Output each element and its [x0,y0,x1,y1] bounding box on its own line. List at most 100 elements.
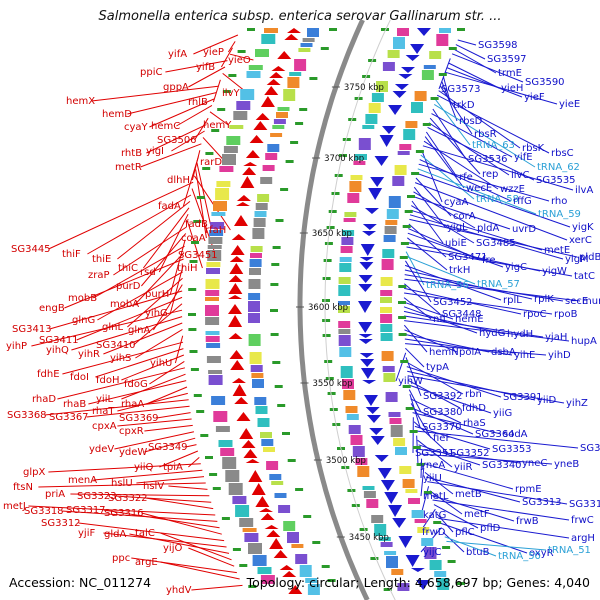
gene-label-reverse: typA [426,362,449,373]
gene-arrow [251,483,266,495]
feature-block [457,28,465,31]
feature-block [205,279,220,289]
callout-line [438,90,521,149]
gene-label-reverse: SG3590 [525,77,565,88]
gene-arrow [358,284,373,292]
feature-block [382,366,395,372]
gene-label-forward: fadA [158,201,181,212]
gene-arrow [232,384,247,396]
gene-label-forward: argE [135,557,158,568]
gene-label-reverse: yiiG [493,408,512,419]
gene-label-reverse: metB [455,489,482,500]
callout-line [417,439,453,468]
feature-block [392,176,405,186]
gene-label-reverse: yneC [522,458,547,469]
feature-block [254,397,267,405]
feature-block [188,313,196,316]
callout-line [417,168,537,215]
callout-line [431,494,515,522]
feature-block [257,418,270,427]
feature-block [209,230,224,236]
feature-block [339,263,352,272]
gene-label-forward: fdoH [96,375,120,386]
gene-label-forward: hslV [143,481,164,492]
gene-label-reverse: yihW [398,376,423,387]
feature-block [235,505,250,517]
feature-block [274,493,287,498]
feature-block [266,461,279,470]
feature-block [391,569,404,575]
gene-label-reverse: rfe [459,172,473,183]
feature-block [228,483,243,495]
feature-block [407,195,415,198]
gene-label-forward: gppA [163,82,189,93]
callout-line [158,213,189,273]
feature-block [272,125,285,129]
gene-label-forward: SG3322 [108,493,148,504]
feature-block [202,167,211,170]
gene-arrow [255,113,270,120]
gene-label-forward: thiE [92,254,111,265]
feature-block [285,160,294,163]
feature-block [339,257,352,262]
feature-block [262,165,275,171]
gene-arrow [388,105,403,115]
feature-block [442,546,451,549]
callout-line [103,509,220,529]
trna-label: tRNA_51 [548,545,591,556]
feature-block [188,288,197,291]
gene-label-reverse: SG3380 [423,407,463,418]
feature-block [437,578,450,590]
callout-line [156,412,191,419]
feature-block [277,107,290,111]
callout-line [212,79,221,103]
gene-arrow [282,571,297,577]
feature-block [196,196,205,199]
gene-label-reverse: yiiR [454,462,472,473]
feature-block [277,404,286,407]
feature-block [402,479,415,488]
feature-block [270,333,279,336]
callout-line [141,512,222,535]
callout-line [418,444,481,466]
feature-block [411,102,423,113]
feature-block [254,211,267,217]
gene-arrow [229,256,244,262]
callout-line [414,182,568,241]
gene-arrow [264,525,279,529]
gene-label-reverse: yifE [514,152,533,163]
feature-block [340,246,353,253]
callout-line [420,467,425,497]
gene-label-reverse: SG3370 [422,422,462,433]
feature-block [250,253,262,258]
gene-label-forward: coaA [181,233,206,244]
feature-block [380,314,393,323]
callout-line [415,430,579,449]
callout-line [193,34,239,55]
gene-label-forward: SG3349 [148,442,188,453]
gene-arrow [374,455,389,462]
gene-arrow [243,162,258,166]
gene-label-reverse: cyaA [444,197,469,208]
feature-block [338,329,351,334]
gene-arrow [279,565,294,570]
gene-label-reverse: polA [459,347,481,358]
gene-label-reverse: yieF [524,92,545,103]
callout-line [196,162,211,225]
feature-block [380,324,393,332]
gene-label-reverse: trkH [449,265,470,276]
callout-line [410,398,462,424]
feature-rings [188,28,465,595]
gene-arrow [370,177,385,187]
gene-label-reverse: SG3485 [476,238,516,249]
callout-line [419,159,512,202]
feature-block [264,28,278,33]
feature-block [344,212,357,217]
gene-label-forward: glnA [128,325,150,336]
callout-line [407,379,461,409]
callout-line [407,237,448,271]
feature-block [395,447,407,455]
feature-block [338,321,351,328]
gene-label-reverse: hemN [429,347,459,358]
callout-line [433,103,536,168]
